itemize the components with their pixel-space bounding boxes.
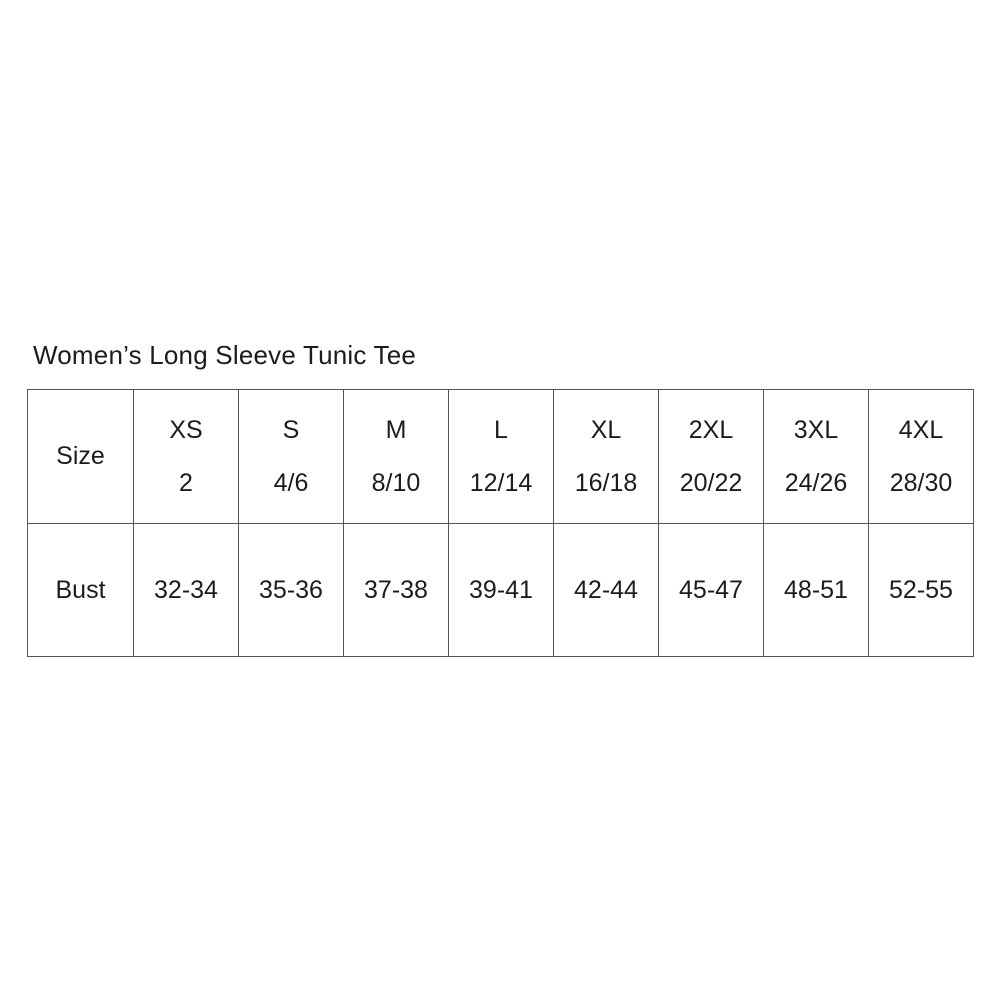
size-column-l: L 12/14 xyxy=(448,389,554,524)
bust-value-xs: 32-34 xyxy=(133,523,239,657)
bust-value-m: 37-38 xyxy=(343,523,449,657)
table-bust-row: Bust 32-34 35-36 37-38 39-41 42-44 45-47… xyxy=(27,523,974,657)
bust-value-l: 39-41 xyxy=(448,523,554,657)
size-label: 2XL xyxy=(688,416,734,444)
size-column-4xl: 4XL 28/30 xyxy=(868,389,974,524)
size-column-s: S 4/6 xyxy=(238,389,344,524)
bust-value-4xl: 52-55 xyxy=(868,523,974,657)
size-label: M xyxy=(385,416,407,444)
size-label: XS xyxy=(169,416,203,444)
page-title: Women’s Long Sleeve Tunic Tee xyxy=(33,340,417,370)
size-column-xl: XL 16/18 xyxy=(553,389,659,524)
size-label: L xyxy=(494,416,508,444)
numeric-size-label: 16/18 xyxy=(574,469,638,497)
numeric-size-label: 28/30 xyxy=(889,469,953,497)
size-label: XL xyxy=(590,416,622,444)
size-label: 3XL xyxy=(793,416,839,444)
size-chart-table: Size XS 2 S 4/6 M 8/10 xyxy=(27,389,974,657)
table-header-row: Size XS 2 S 4/6 M 8/10 xyxy=(27,389,974,524)
numeric-size-label: 20/22 xyxy=(679,469,743,497)
numeric-size-label: 4/6 xyxy=(273,469,309,497)
size-column-2xl: 2XL 20/22 xyxy=(658,389,764,524)
row-header-size: Size xyxy=(27,389,134,524)
size-label: S xyxy=(282,416,300,444)
numeric-size-label: 2 xyxy=(179,469,193,497)
size-column-m: M 8/10 xyxy=(343,389,449,524)
size-column-3xl: 3XL 24/26 xyxy=(763,389,869,524)
numeric-size-label: 8/10 xyxy=(371,469,421,497)
bust-value-3xl: 48-51 xyxy=(763,523,869,657)
size-column-xs: XS 2 xyxy=(133,389,239,524)
bust-value-2xl: 45-47 xyxy=(658,523,764,657)
numeric-size-label: 12/14 xyxy=(469,469,533,497)
bust-value-s: 35-36 xyxy=(238,523,344,657)
bust-value-xl: 42-44 xyxy=(553,523,659,657)
size-label: 4XL xyxy=(898,416,944,444)
row-header-bust: Bust xyxy=(27,523,134,657)
numeric-size-label: 24/26 xyxy=(784,469,848,497)
